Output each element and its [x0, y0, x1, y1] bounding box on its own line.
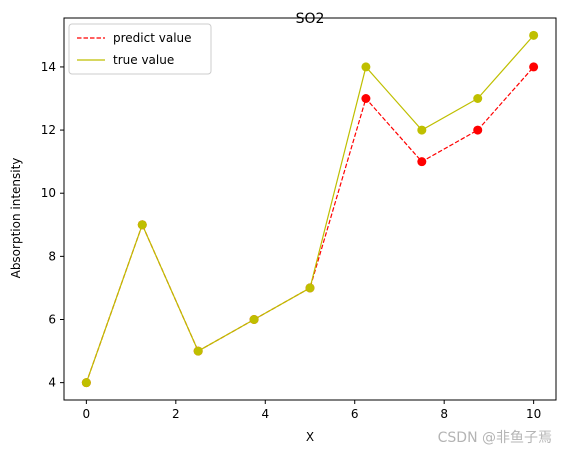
y-tick-label: 14: [41, 60, 56, 74]
data-point-true-value: [361, 62, 371, 72]
plot-area: [64, 18, 556, 400]
x-tick-label: 2: [172, 407, 180, 421]
data-point-true-value: [249, 315, 259, 324]
axes-frame: [63, 17, 557, 401]
x-axis-label: X: [306, 430, 314, 444]
data-point-true-value: [193, 346, 203, 356]
y-tick-label: 12: [41, 123, 56, 137]
legend: predict value true value: [68, 23, 212, 75]
watermark: CSDN @非鱼子焉: [437, 430, 552, 446]
data-point-true-value: [473, 94, 483, 103]
data-point-true-value: [529, 30, 539, 40]
data-point-true-value: [81, 378, 91, 388]
data-point-predict-value: [361, 94, 371, 103]
y-tick-label: 4: [48, 376, 56, 390]
data-point-predict-value: [473, 125, 483, 135]
x-tick-label: 8: [440, 407, 448, 421]
data-point-true-value: [417, 125, 427, 135]
plot-content: [81, 30, 539, 388]
x-tick-label: 0: [83, 407, 91, 421]
legend-box: [68, 23, 212, 75]
data-point-true-value: [137, 220, 147, 230]
y-tick-label: 8: [48, 249, 56, 263]
data-point-predict-value: [417, 157, 427, 167]
data-point-true-value: [305, 283, 315, 293]
x-tick-label: 4: [261, 407, 269, 421]
x-tick-label: 6: [351, 407, 359, 421]
x-tick-label: 10: [526, 407, 541, 421]
legend-label: predict value: [113, 31, 192, 45]
legend-label: true value: [113, 53, 174, 67]
y-axis-label: Absorption intensity: [9, 158, 23, 279]
y-tick-label: 10: [41, 186, 56, 200]
data-point-predict-value: [529, 62, 539, 72]
axes: 0 2 4 6 8 10 4 6 8 10 12 14: [41, 17, 557, 421]
y-tick-label: 6: [48, 312, 56, 326]
chart-title: SO2: [296, 11, 325, 27]
